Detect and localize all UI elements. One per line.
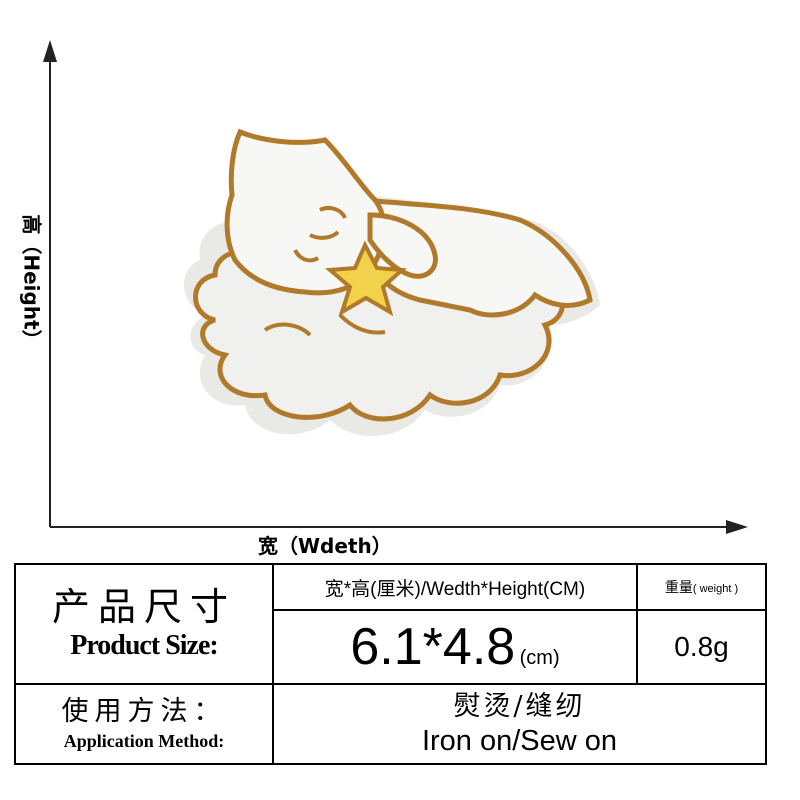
method-value-cn: 熨烫/缝纫 [453,691,586,722]
size-unit: (cm) [519,647,560,669]
width-axis-label: 宽（Wdeth） [258,534,392,558]
application-method-en: Application Method: [63,731,225,751]
kitten-cloud-patch-image [183,128,600,437]
weight-value: 0.8g [636,609,767,685]
weight-header-en: ( weight ) [692,583,739,595]
size-value: 6.1*4.8 [350,618,516,676]
up-arrow-icon [43,40,57,62]
application-method-value-cell: 熨烫/缝纫 Iron on/Sew on [272,683,767,765]
method-value-en: Iron on/Sew on [421,725,618,757]
weight-header: 重量( weight ) [636,563,767,611]
product-size-label-cell: 产品尺寸 Product Size: [14,563,274,685]
weight-header-cn: 重量 [664,579,693,595]
right-arrow-icon [726,520,748,534]
product-size-en: Product Size: [70,630,218,661]
application-method-label-cell: 使用方法： Application Method: [14,683,274,765]
size-header: 宽*高(厘米)/Wedth*Height(CM) [272,563,638,611]
application-method-cn: 使用方法： [61,696,227,727]
size-value-cell: 6.1*4.8 (cm) [272,609,638,685]
product-size-cn: 产品尺寸 [51,585,236,629]
spec-table: 产品尺寸 Product Size: 宽*高(厘米)/Wedth*Height(… [14,563,767,765]
height-axis-label: 高（Height） [19,214,44,350]
